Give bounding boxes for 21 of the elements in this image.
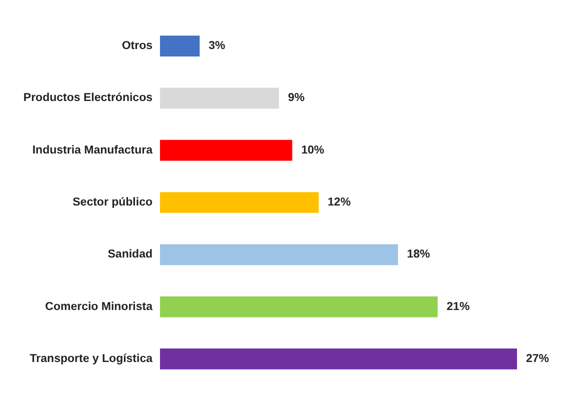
- data-label: 21%: [446, 300, 470, 313]
- data-label: 3%: [208, 40, 226, 52]
- bar: [160, 348, 517, 370]
- y-tick-label: Industria Manufactura: [32, 144, 154, 156]
- bar: [160, 88, 279, 109]
- data-label: 27%: [526, 352, 550, 365]
- bar: [160, 192, 319, 213]
- data-label: 18%: [407, 248, 430, 261]
- y-tick-label: Transporte y Logística: [30, 352, 154, 365]
- y-tick-label: Sector público: [72, 196, 152, 208]
- y-tick-label: Productos Electrónicos: [23, 92, 152, 104]
- data-label: 10%: [301, 144, 324, 156]
- bar: [160, 244, 398, 266]
- data-label: 9%: [288, 92, 305, 104]
- bar: [160, 36, 200, 56]
- bar: [160, 296, 438, 318]
- data-label: 12%: [328, 196, 351, 208]
- y-tick-label: Otros: [122, 40, 152, 52]
- y-tick-label: Sanidad: [108, 248, 152, 261]
- bar: [160, 140, 292, 161]
- y-tick-label: Comercio Minorista: [45, 300, 154, 313]
